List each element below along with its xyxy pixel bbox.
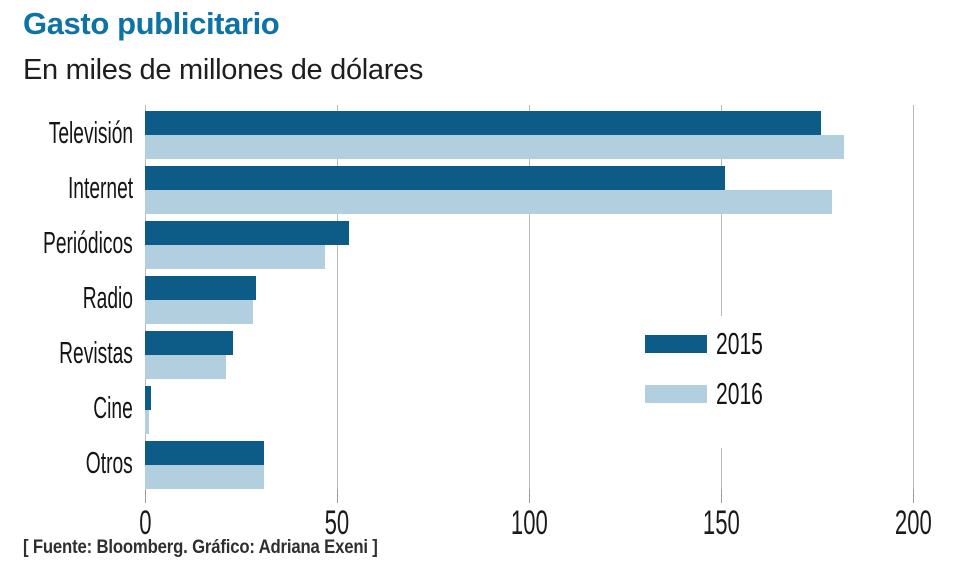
x-tick-label-text: 150	[702, 504, 740, 542]
bar-2015-revistas	[145, 331, 233, 355]
category-label-text: Internet	[67, 169, 133, 205]
category-label-text: Radio	[82, 279, 133, 315]
category-label-text: Revistas	[59, 334, 133, 370]
category-label-internet: Internet	[0, 160, 133, 215]
x-tick-label-text: 200	[894, 504, 932, 542]
bar-2015-internet	[145, 166, 725, 190]
x-tick-label-text: 0	[138, 504, 152, 542]
bar-2016-revistas	[145, 355, 226, 379]
x-tick-label-text: 100	[510, 504, 548, 542]
bar-2016-otros	[145, 465, 264, 489]
legend-swatch-2015	[645, 335, 707, 353]
legend-label-text: 2016	[716, 376, 763, 411]
bar-2015-radio	[145, 276, 256, 300]
bar-2016-cine	[145, 410, 149, 434]
chart-title: Gasto publicitario	[23, 6, 280, 41]
bar-2016-internet	[145, 190, 832, 214]
category-label-otros: Otros	[0, 435, 133, 490]
legend-label-text: 2015	[716, 326, 763, 361]
bar-2015-cine	[145, 386, 151, 410]
category-label-text: Cine	[93, 389, 133, 425]
legend-item-2015: 2015	[645, 326, 885, 361]
category-label-televisión: Televisión	[0, 105, 133, 160]
category-label-cine: Cine	[0, 380, 133, 435]
legend-swatch-2016	[645, 385, 707, 403]
source-note: [ Fuente: Bloomberg. Gráfico: Adriana Ex…	[23, 537, 378, 558]
gridline-150	[721, 105, 722, 490]
bar-chart-plot-area: 0 50 100 150 200	[139, 105, 931, 542]
category-label-text: Periódicos	[43, 224, 133, 260]
chart-legend: 2015 2016	[645, 316, 885, 448]
category-label-text: Televisión	[48, 114, 133, 150]
legend-item-2016: 2016	[645, 376, 885, 411]
category-label-radio: Radio	[0, 270, 133, 325]
legend-label-2015: 2015	[716, 326, 785, 362]
x-tick-label-0: 0	[85, 504, 205, 543]
bar-2015-otros	[145, 441, 264, 465]
legend-label-2016: 2016	[716, 376, 785, 412]
gridline-200	[913, 105, 914, 490]
category-label-text: Otros	[86, 444, 133, 480]
category-axis: Televisión Internet Periódicos Radio Revista…	[0, 105, 133, 490]
bar-2015-televisión	[145, 111, 821, 135]
tick-mark-0	[145, 490, 146, 503]
bar-2015-periódicos	[145, 221, 349, 245]
x-tick-label-150: 150	[661, 504, 781, 543]
x-tick-label-text: 50	[324, 504, 350, 542]
gridline-100	[529, 105, 530, 490]
category-label-revistas: Revistas	[0, 325, 133, 380]
x-tick-label-200: 200	[853, 504, 960, 543]
bar-2016-periódicos	[145, 245, 325, 269]
x-tick-label-100: 100	[469, 504, 589, 543]
x-tick-label-50: 50	[277, 504, 397, 543]
gridline-50	[337, 105, 338, 490]
bar-2016-televisión	[145, 135, 844, 159]
tick-mark-200	[913, 490, 914, 503]
category-label-periódicos: Periódicos	[0, 215, 133, 270]
chart-subtitle: En miles de millones de dólares	[23, 54, 424, 86]
tick-mark-150	[721, 490, 722, 503]
tick-mark-100	[529, 490, 530, 503]
tick-mark-50	[337, 490, 338, 503]
bar-2016-radio	[145, 300, 253, 324]
